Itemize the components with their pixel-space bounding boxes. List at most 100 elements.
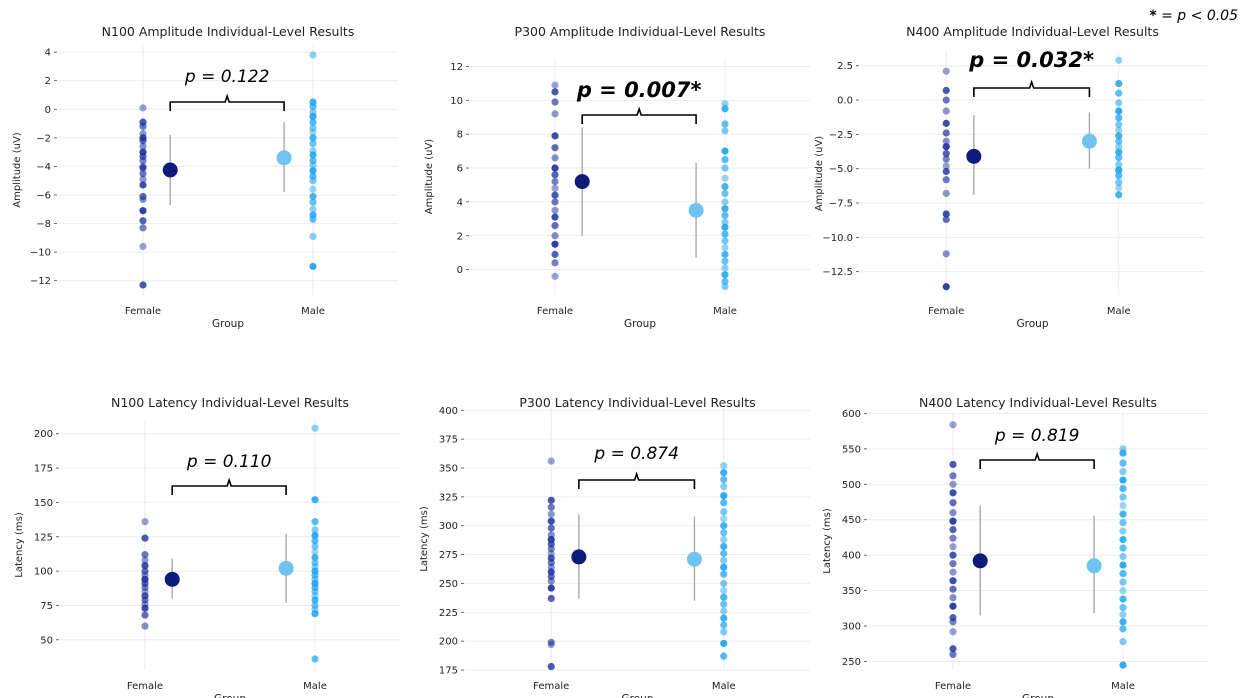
data-point-male — [1119, 561, 1127, 569]
mean-marker-female — [574, 174, 590, 190]
data-point-female — [139, 175, 147, 183]
data-point-male — [309, 128, 317, 136]
y-tick-label: 6 — [457, 164, 463, 175]
data-point-female — [547, 545, 555, 553]
y-tick-label: 200 — [34, 429, 53, 440]
data-point-female — [942, 250, 950, 258]
y-tick-label: 0 — [45, 105, 51, 116]
x-axis-label: Group — [624, 318, 656, 330]
data-point-male — [309, 205, 317, 213]
data-point-female — [942, 283, 950, 291]
data-point-female — [141, 556, 149, 564]
x-tick-label-male: Male — [303, 681, 327, 692]
x-tick-label-female: Female — [533, 681, 569, 692]
data-point-male — [309, 215, 317, 223]
y-tick-label: 350 — [439, 464, 458, 475]
data-point-male — [1119, 578, 1127, 586]
data-point-male — [1119, 449, 1127, 457]
y-axis-label: Latency (ms) — [14, 512, 25, 578]
data-point-male — [309, 177, 317, 185]
data-point-male — [1119, 595, 1127, 603]
x-tick-label-male: Male — [1107, 306, 1131, 317]
data-point-male — [1115, 114, 1123, 122]
data-point-male — [721, 100, 729, 108]
data-point-male — [309, 185, 317, 193]
data-point-male — [311, 531, 319, 539]
data-point-female — [139, 169, 147, 178]
chart-panel-2: 12 10 8 6 4 2 0 P300 Amplitude Individual-Level… — [424, 24, 810, 330]
x-tick-label-female: Female — [125, 306, 161, 317]
significance-star: * — [1149, 8, 1157, 24]
y-tick-label: −6 — [36, 191, 51, 202]
y-tick-label: 250 — [439, 579, 458, 590]
y-tick-label: 2.5 — [837, 61, 853, 72]
data-point-male — [1119, 459, 1127, 467]
chart-panel-5: 400 375 350 325 300 275 250 225 200 175 P300 Laten… — [419, 395, 810, 698]
y-tick-label: 375 — [439, 435, 458, 446]
y-tick-label: 300 — [842, 622, 861, 633]
data-point-female — [942, 215, 950, 224]
mean-marker-female — [571, 549, 587, 565]
data-point-female — [547, 594, 555, 603]
significance-text: = p < 0.05 — [1156, 8, 1238, 24]
data-point-male — [721, 237, 729, 245]
mean-marker-male — [278, 560, 294, 576]
p-value-annotation: p = 0.874 — [593, 444, 679, 464]
data-point-female — [547, 641, 555, 649]
data-point-female — [942, 67, 950, 75]
chart-panel-3: 2.5 0.0 −2.5 −5.0 −7.5 −10.0 −12.5 N400 Amplitu… — [814, 24, 1205, 330]
y-tick-label: 500 — [842, 480, 861, 491]
data-point-male — [311, 553, 319, 561]
data-point-female — [551, 154, 559, 162]
data-point-female — [949, 602, 957, 610]
data-point-male — [721, 205, 729, 213]
data-point-male — [1119, 604, 1127, 612]
chart-title: P300 Amplitude Individual-Level Results — [515, 24, 766, 39]
data-point-male — [1115, 99, 1123, 107]
y-tick-label: 10 — [450, 96, 463, 107]
data-point-male — [309, 139, 317, 148]
data-point-male — [721, 250, 729, 258]
data-point-male — [311, 526, 319, 534]
y-tick-label: 250 — [842, 657, 861, 668]
x-axis-label: Group — [622, 693, 654, 698]
significance-legend: * = p < 0.05 — [1149, 8, 1238, 24]
data-point-male — [721, 223, 729, 231]
data-point-female — [141, 534, 149, 542]
chart-title: N100 Amplitude Individual-Level Results — [102, 24, 355, 39]
y-axis-label: Amplitude (uV) — [12, 132, 23, 208]
data-point-female — [949, 568, 957, 576]
data-point-male — [311, 424, 319, 432]
data-point-male — [1119, 467, 1127, 476]
data-point-female — [551, 191, 559, 199]
data-point-male — [1115, 126, 1123, 134]
y-tick-label: −8 — [36, 219, 51, 230]
data-point-male — [1115, 89, 1123, 97]
data-point-female — [949, 526, 957, 534]
data-point-male — [721, 183, 729, 191]
data-point-male — [1115, 184, 1123, 192]
data-point-female — [547, 524, 555, 532]
y-tick-label: −4 — [36, 162, 51, 173]
p-value-annotation: p = 0.819 — [994, 426, 1080, 446]
data-point-male — [1119, 535, 1127, 544]
data-point-male — [309, 102, 317, 111]
data-point-female — [139, 181, 147, 189]
data-point-male — [721, 105, 729, 113]
p-value-annotation: p = 0.110 — [186, 452, 272, 472]
data-point-male — [309, 167, 317, 175]
y-tick-label: −2.5 — [829, 130, 853, 141]
data-point-female — [139, 157, 147, 165]
data-point-male — [309, 192, 317, 201]
data-point-female — [949, 499, 957, 507]
data-point-male — [721, 257, 729, 265]
data-point-female — [942, 176, 950, 184]
y-tick-label: −12.5 — [822, 267, 853, 278]
data-point-female — [141, 604, 149, 612]
data-point-male — [1119, 625, 1127, 633]
data-point-male — [721, 155, 729, 164]
data-point-female — [141, 611, 149, 619]
data-point-female — [547, 517, 555, 525]
y-tick-label: 400 — [439, 406, 458, 417]
